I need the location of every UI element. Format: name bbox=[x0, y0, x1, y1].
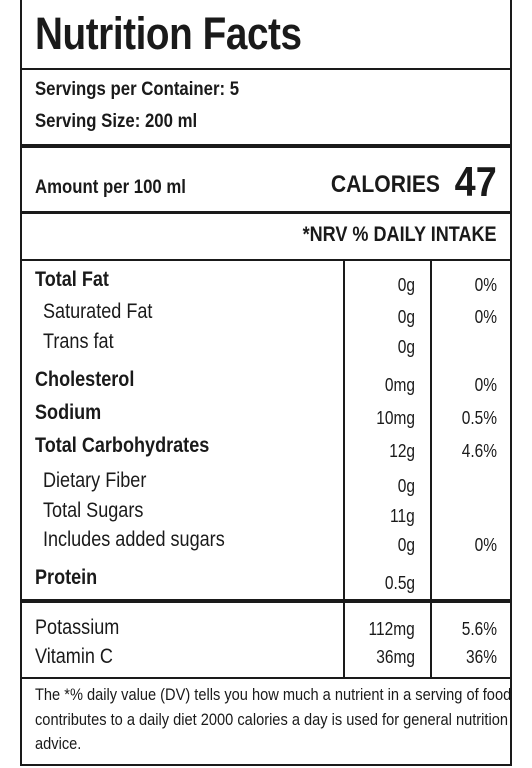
nutrition-facts-panel: Nutrition Facts Servings per Container: … bbox=[20, 0, 512, 766]
mineral-daily-value: 5.6% bbox=[461, 619, 497, 639]
nutrient-quantity: 0g bbox=[397, 337, 415, 357]
column-divider bbox=[430, 261, 432, 599]
thick-divider bbox=[22, 599, 510, 603]
nutrient-daily-value: 0% bbox=[474, 307, 497, 327]
mineral-quantity: 36mg bbox=[376, 647, 415, 667]
nutrient-quantity: 0mg bbox=[384, 375, 415, 395]
nutrient-daily-value: 0% bbox=[474, 535, 497, 555]
calories-value: 47 bbox=[454, 158, 497, 205]
nutrient-quantity: 0.5g bbox=[384, 573, 415, 593]
mineral-quantity: 112mg bbox=[368, 619, 415, 639]
nutrient-name: Total Sugars bbox=[43, 499, 144, 522]
nutrient-daily-value: 0.5% bbox=[461, 408, 497, 428]
nutrient-name: Cholesterol bbox=[35, 368, 135, 391]
panel-title: Nutrition Facts bbox=[35, 8, 302, 59]
amount-per: Amount per 100 ml bbox=[35, 176, 186, 198]
nutrient-name: Total Carbohydrates bbox=[35, 434, 210, 457]
column-divider bbox=[343, 603, 345, 677]
nutrient-daily-value: 0% bbox=[474, 375, 497, 395]
column-divider bbox=[343, 261, 345, 599]
nutrient-quantity: 0g bbox=[397, 307, 415, 327]
nutrient-name: Saturated Fat bbox=[43, 300, 153, 323]
nutrient-quantity: 12g bbox=[389, 441, 415, 461]
nutrient-name: Protein bbox=[35, 566, 98, 589]
nrv-header: *NRV % DAILY INTAKE bbox=[302, 223, 497, 246]
nutrient-quantity: 11g bbox=[390, 506, 415, 526]
mineral-name: Vitamin C bbox=[35, 645, 113, 668]
divider bbox=[22, 677, 510, 679]
footnote: The *% daily value (DV) tells you how mu… bbox=[35, 685, 512, 753]
divider bbox=[22, 211, 510, 214]
nutrient-quantity: 0g bbox=[397, 535, 415, 555]
nutrient-name: Dietary Fiber bbox=[43, 469, 147, 492]
servings-per-container: Servings per Container: 5 bbox=[35, 78, 240, 100]
nutrient-daily-value: 0% bbox=[474, 275, 497, 295]
nutrient-quantity: 10mg bbox=[376, 408, 415, 428]
nutrient-name: Includes added sugars bbox=[43, 528, 225, 551]
divider bbox=[22, 68, 510, 70]
nutrient-daily-value: 4.6% bbox=[461, 441, 497, 461]
mineral-daily-value: 36% bbox=[466, 647, 497, 667]
thick-divider bbox=[22, 144, 510, 148]
nutrient-name: Sodium bbox=[35, 401, 102, 424]
nutrient-quantity: 0g bbox=[397, 275, 415, 295]
nutrient-quantity: 0g bbox=[397, 476, 415, 496]
serving-size: Serving Size: 200 ml bbox=[35, 110, 198, 132]
nutrient-name: Total Fat bbox=[35, 268, 109, 291]
divider bbox=[22, 259, 510, 261]
column-divider bbox=[430, 603, 432, 677]
mineral-name: Potassium bbox=[35, 616, 120, 639]
calories-label: CALORIES bbox=[330, 171, 440, 198]
nutrient-name: Trans fat bbox=[43, 330, 114, 353]
